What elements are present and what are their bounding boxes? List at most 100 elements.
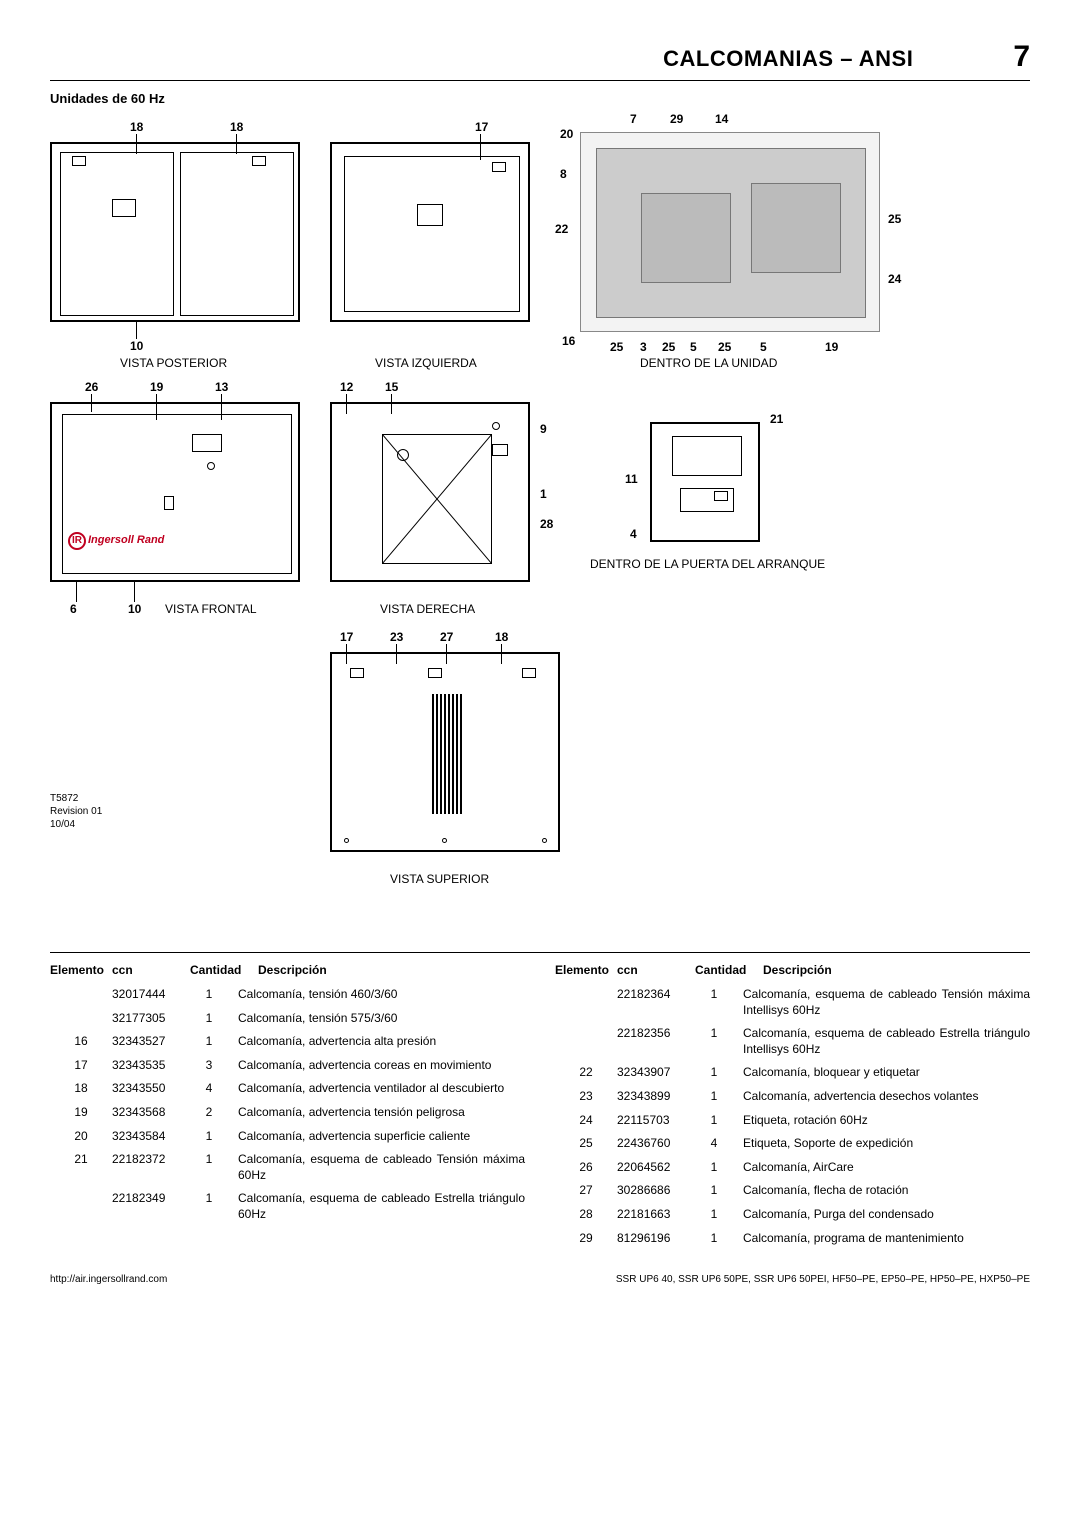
callout-number: 25 [662, 340, 675, 354]
table-row: 221823641Calcomanía, esquema de cableado… [555, 987, 1030, 1018]
callout-number: 21 [770, 412, 783, 426]
table-row: 18323435504Calcomanía, advertencia venti… [50, 1081, 525, 1097]
callout-number: 18 [495, 630, 508, 644]
callout-number: 12 [340, 380, 353, 394]
callout-number: 3 [640, 340, 647, 354]
panel-izquierda [330, 142, 530, 322]
parts-col-right: Elemento ccn Cantidad Descripción 221823… [555, 963, 1030, 1254]
leader-line [134, 582, 135, 602]
callout-number: 20 [560, 127, 573, 141]
table-row: 24221157031Etiqueta, rotación 60Hz [555, 1113, 1030, 1129]
callout-number: 18 [230, 120, 243, 134]
callout-number: 22 [555, 222, 568, 236]
leader-line [480, 134, 481, 160]
leader-line [346, 394, 347, 414]
table-row: 321773051Calcomanía, tensión 575/3/60 [50, 1011, 525, 1027]
panel-superior [330, 652, 560, 852]
callout-number: 25 [718, 340, 731, 354]
panel-dentro-unidad [580, 132, 880, 332]
callout-number: 11 [625, 472, 638, 486]
callout-number: 7 [630, 112, 637, 126]
table-row: 320174441Calcomanía, tensión 460/3/60 [50, 987, 525, 1003]
caption-superior: VISTA SUPERIOR [390, 872, 489, 886]
table-row: 29812961961Calcomanía, programa de mante… [555, 1231, 1030, 1247]
caption-posterior: VISTA POSTERIOR [120, 356, 227, 370]
callout-number: 8 [560, 167, 567, 181]
leader-line [501, 644, 502, 664]
table-row: 25224367604Etiqueta, Soporte de expedici… [555, 1136, 1030, 1152]
callout-number: 6 [70, 602, 77, 616]
table-row: 221823491Calcomanía, esquema de cableado… [50, 1191, 525, 1222]
caption-derecha: VISTA DERECHA [380, 602, 475, 616]
callout-number: 25 [610, 340, 623, 354]
callout-number: 14 [715, 112, 728, 126]
leader-line [136, 134, 137, 154]
callout-number: 9 [540, 422, 547, 436]
callout-number: 10 [128, 602, 141, 616]
callout-number: 17 [475, 120, 488, 134]
table-row: 26220645621Calcomanía, AirCare [555, 1160, 1030, 1176]
table-row: 21221823721Calcomanía, esquema de cablea… [50, 1152, 525, 1183]
leader-line [156, 394, 157, 420]
parts-col-left: Elemento ccn Cantidad Descripción 320174… [50, 963, 525, 1254]
leader-line [91, 394, 92, 412]
page-title: CALCOMANIAS – ANSI [663, 46, 913, 72]
callout-number: 19 [150, 380, 163, 394]
section-subhead: Unidades de 60 Hz [50, 91, 1030, 106]
callout-number: 26 [85, 380, 98, 394]
caption-frontal: VISTA FRONTAL [165, 602, 257, 616]
callout-number: 19 [825, 340, 838, 354]
leader-line [136, 322, 137, 339]
callout-number: 10 [130, 339, 143, 353]
callout-number: 29 [670, 112, 683, 126]
brand-logo: IRIngersoll Rand [68, 532, 164, 550]
table-row: 28221816631Calcomanía, Purga del condens… [555, 1207, 1030, 1223]
callout-number: 1 [540, 487, 547, 501]
table-row: 19323435682Calcomanía, advertencia tensi… [50, 1105, 525, 1121]
callout-number: 24 [888, 272, 901, 286]
caption-dentro-unidad: DENTRO DE LA UNIDAD [640, 356, 777, 370]
table-row: 23323438991Calcomanía, advertencia desec… [555, 1089, 1030, 1105]
callout-number: 23 [390, 630, 403, 644]
callout-number: 4 [630, 527, 637, 541]
callout-number: 13 [215, 380, 228, 394]
panel-derecha [330, 402, 530, 582]
page-number: 7 [1013, 40, 1030, 74]
revision-block: T5872 Revision 01 10/04 [50, 792, 102, 831]
leader-line [446, 644, 447, 664]
callout-number: 27 [440, 630, 453, 644]
panel-frontal [50, 402, 300, 582]
table-row: 16323435271Calcomanía, advertencia alta … [50, 1034, 525, 1050]
parts-header: Elemento ccn Cantidad Descripción [50, 963, 525, 977]
parts-table: Elemento ccn Cantidad Descripción 320174… [50, 952, 1030, 1254]
callout-number: 15 [385, 380, 398, 394]
table-row: 22323439071Calcomanía, bloquear y etique… [555, 1065, 1030, 1081]
table-row: 221823561Calcomanía, esquema de cableado… [555, 1026, 1030, 1057]
leader-line [221, 394, 222, 420]
footer-models: SSR UP6 40, SSR UP6 50PE, SSR UP6 50PEI,… [616, 1274, 1030, 1285]
callout-number: 5 [760, 340, 767, 354]
callout-number: 16 [562, 334, 575, 348]
table-row: 20323435841Calcomanía, advertencia super… [50, 1129, 525, 1145]
callout-number: 25 [888, 212, 901, 226]
figures-area: 18 18 10 VISTA POSTERIOR 17 VISTA IZQUIE… [50, 112, 1030, 932]
table-row: 17323435353Calcomanía, advertencia corea… [50, 1058, 525, 1074]
leader-line [346, 644, 347, 664]
callout-number: 18 [130, 120, 143, 134]
panel-posterior [50, 142, 300, 322]
parts-header: Elemento ccn Cantidad Descripción [555, 963, 1030, 977]
callout-number: 5 [690, 340, 697, 354]
table-row: 27302866861Calcomanía, flecha de rotació… [555, 1183, 1030, 1199]
leader-line [236, 134, 237, 154]
footer-url: http://air.ingersollrand.com [50, 1274, 167, 1285]
callout-number: 28 [540, 517, 553, 531]
caption-dentro-puerta: DENTRO DE LA PUERTA DEL ARRANQUE [590, 557, 825, 571]
caption-izquierda: VISTA IZQUIERDA [375, 356, 477, 370]
leader-line [396, 644, 397, 664]
page-header: CALCOMANIAS – ANSI 7 [50, 40, 1030, 81]
leader-line [76, 582, 77, 602]
callout-number: 17 [340, 630, 353, 644]
page-footer: http://air.ingersollrand.com SSR UP6 40,… [50, 1274, 1030, 1285]
leader-line [391, 394, 392, 414]
panel-dentro-puerta [650, 422, 760, 542]
